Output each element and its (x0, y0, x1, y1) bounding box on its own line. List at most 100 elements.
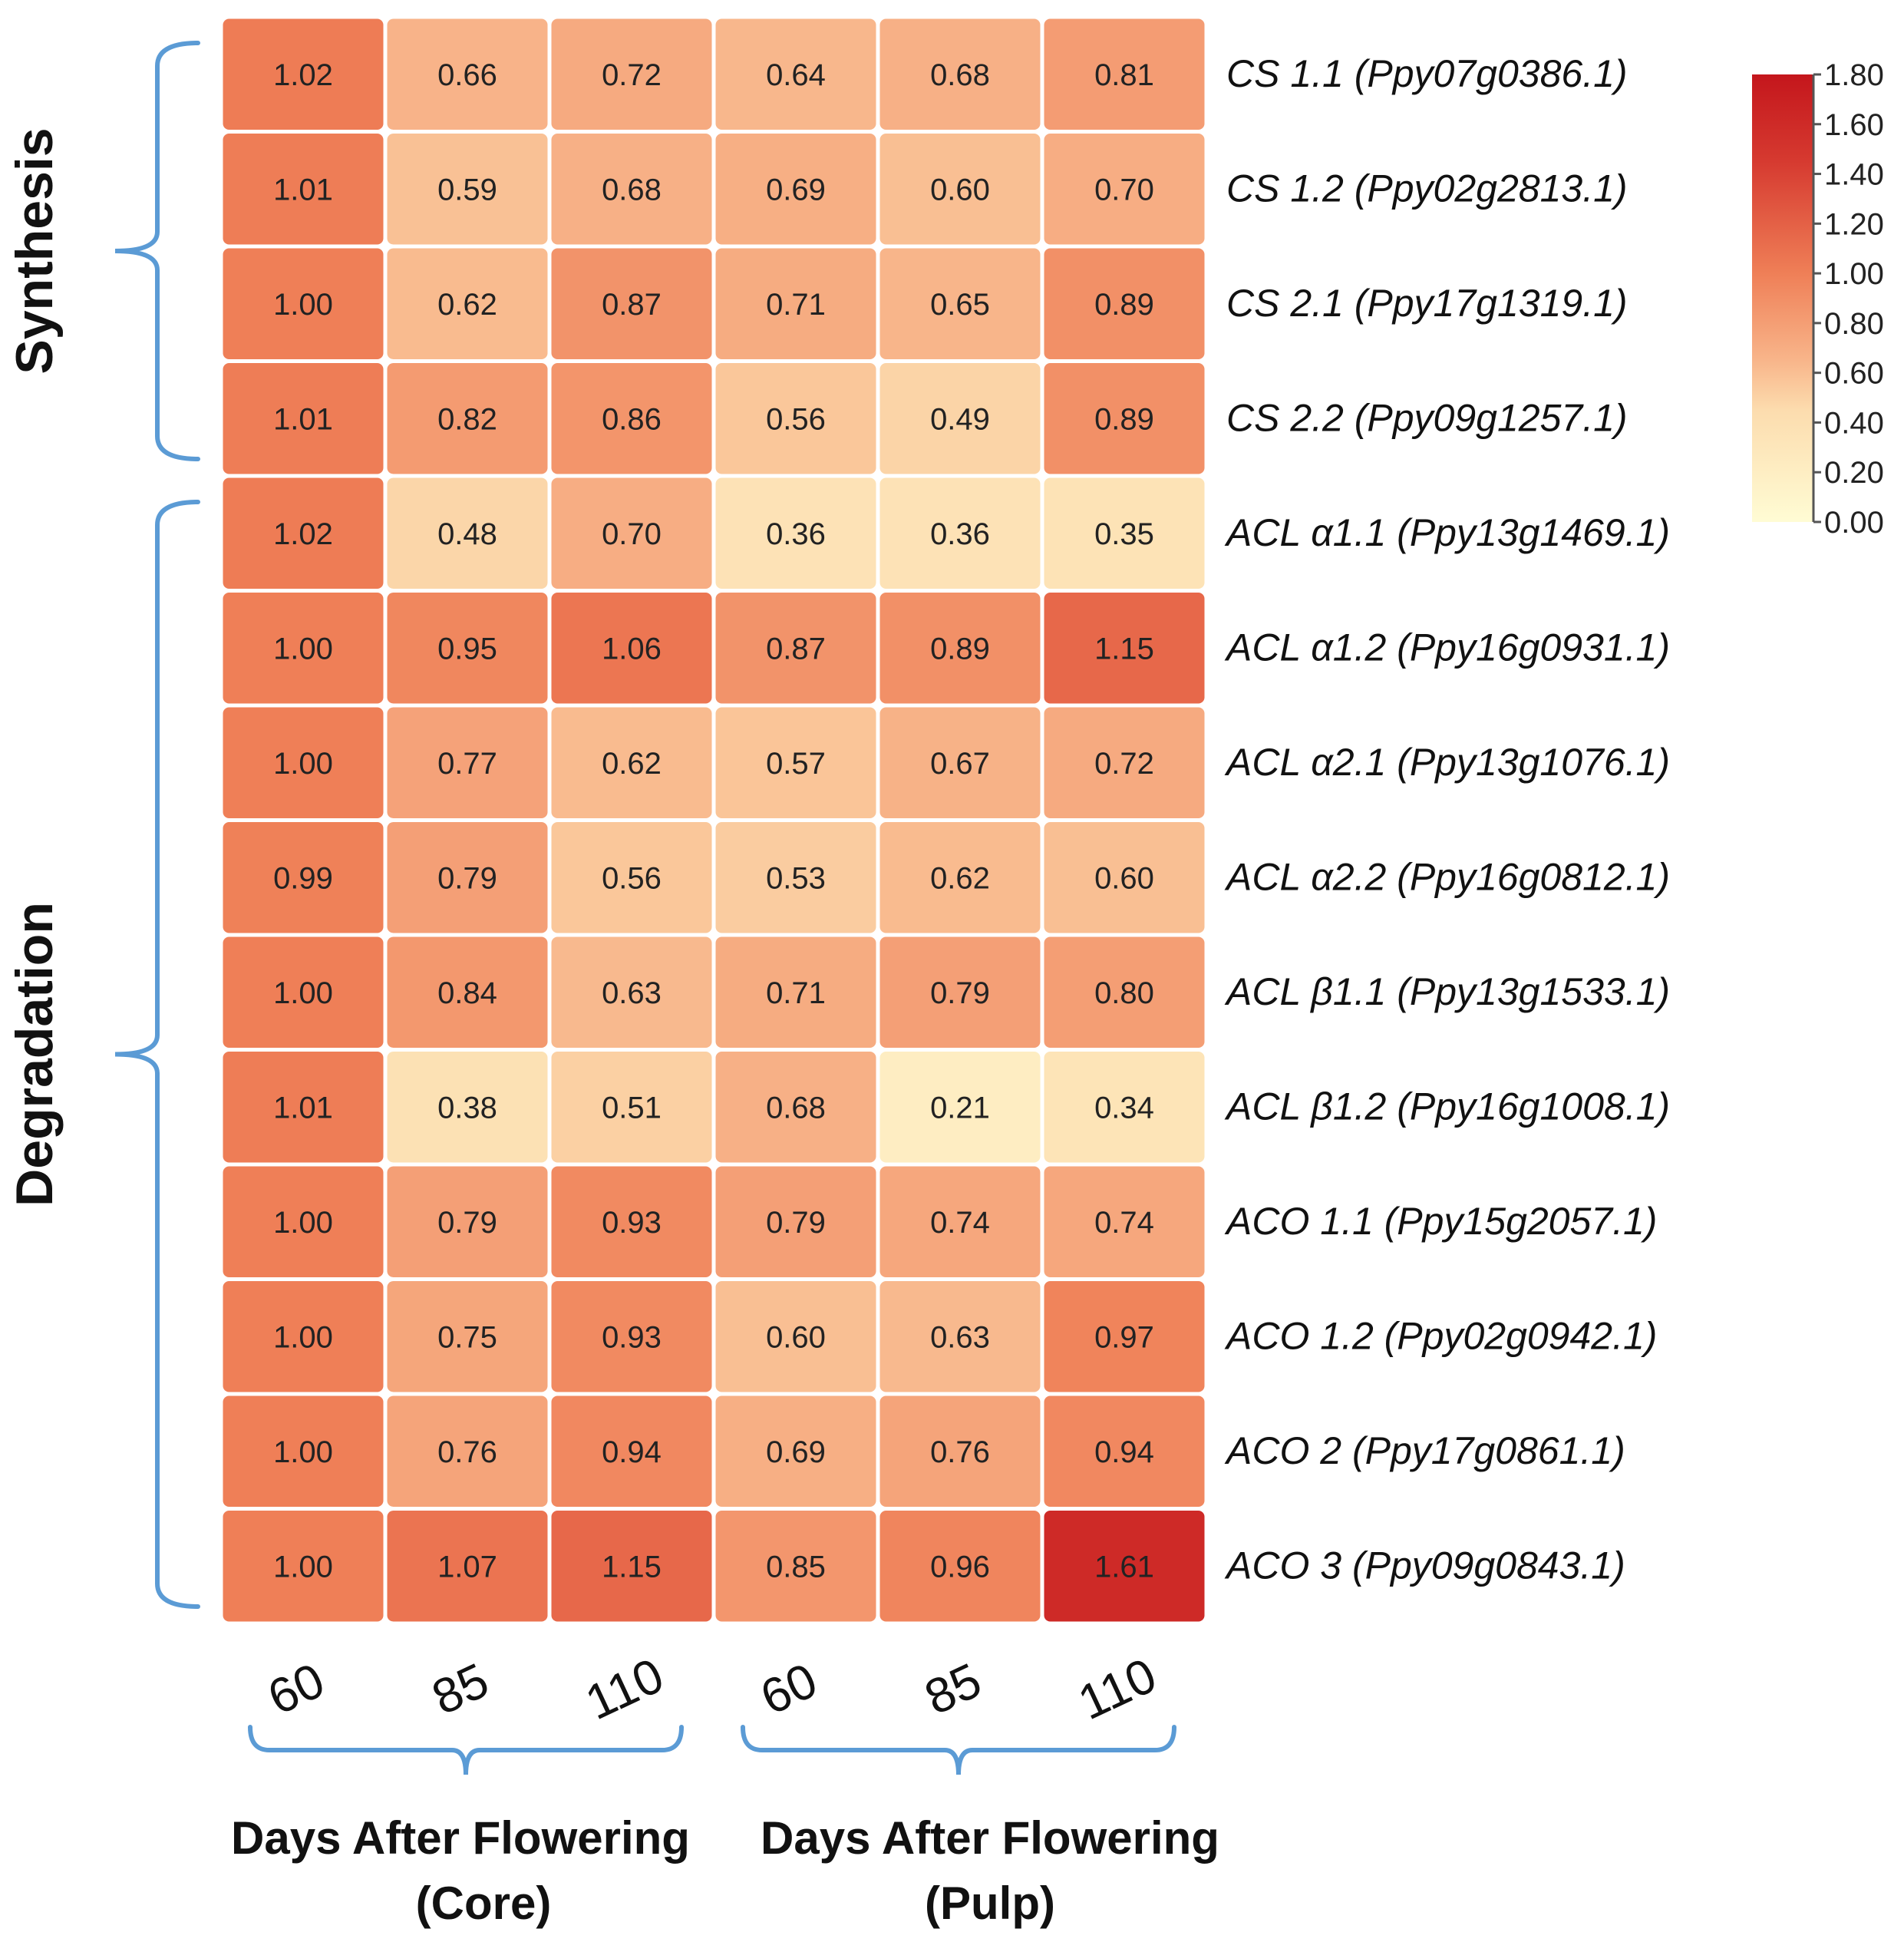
heatmap-cell (387, 477, 548, 589)
heatmap-cell (387, 1511, 548, 1622)
heatmap-cell (387, 134, 548, 245)
heatmap-cell (715, 18, 876, 130)
cell-value-label: 0.89 (930, 632, 990, 665)
cell-value-label: 0.66 (437, 58, 497, 92)
row-label: ACL β1.2 (Ppy16g1008.1) (1224, 1085, 1670, 1128)
heatmap-cell (1044, 134, 1205, 245)
cell-value-label: 0.63 (602, 976, 662, 1010)
cell-value-label: 0.63 (930, 1320, 990, 1354)
cell-value-label: 0.56 (766, 402, 826, 436)
column-group-label: Days After Flowering (761, 1812, 1219, 1864)
cell-value-label: 0.89 (1094, 402, 1154, 436)
heatmap-cell (223, 1052, 384, 1163)
cell-value-label: 0.21 (930, 1091, 990, 1125)
cell-value-label: 0.82 (437, 402, 497, 436)
row-label: ACO 1.2 (Ppy02g0942.1) (1224, 1314, 1657, 1357)
row-group-bracket (114, 500, 200, 1609)
row-label: CS 1.1 (Ppy07g0386.1) (1226, 52, 1628, 95)
cell-value-label: 0.80 (1094, 976, 1154, 1010)
cell-value-label: 0.68 (766, 1091, 826, 1125)
cell-value-label: 1.15 (1094, 632, 1154, 665)
heatmap-cell (551, 1395, 712, 1507)
column-tick-label: 85 (916, 1652, 989, 1725)
cell-value-label: 0.89 (1094, 288, 1154, 322)
cell-value-label: 0.64 (766, 58, 826, 92)
colorbar-tick-label: 1.80 (1824, 58, 1884, 92)
cell-value-label: 0.71 (766, 288, 826, 322)
heatmap-cell (1044, 936, 1205, 1048)
heatmap-cell (1044, 1166, 1205, 1277)
row-label: ACL β1.1 (Ppy13g1533.1) (1224, 970, 1670, 1013)
cell-value-label: 0.65 (930, 288, 990, 322)
cell-value-label: 1.00 (273, 976, 333, 1010)
cell-value-label: 0.99 (273, 861, 333, 895)
cell-value-label: 1.01 (273, 173, 333, 206)
cell-value-label: 0.74 (1094, 1206, 1154, 1240)
heatmap-cell (551, 248, 712, 359)
heatmap-cell (223, 822, 384, 933)
cell-value-label: 0.95 (437, 632, 497, 665)
cell-value-label: 0.69 (766, 173, 826, 206)
heatmap-cell (223, 477, 384, 589)
cell-value-label: 0.86 (602, 402, 662, 436)
cell-value-label: 0.48 (437, 517, 497, 551)
cell-value-label: 0.68 (930, 58, 990, 92)
heatmap-cell (1044, 18, 1205, 130)
colorbar-tick-label: 1.60 (1824, 108, 1884, 142)
heatmap-cell (551, 936, 712, 1048)
cell-value-label: 0.79 (437, 861, 497, 895)
cell-value-label: 0.70 (1094, 173, 1154, 206)
heatmap-cell (387, 1052, 548, 1163)
cell-value-label: 0.84 (437, 976, 497, 1010)
cell-value-label: 0.53 (766, 861, 826, 895)
row-label: CS 2.1 (Ppy17g1319.1) (1226, 282, 1628, 325)
cell-value-label: 0.60 (766, 1320, 826, 1354)
heatmap-cell (879, 1166, 1041, 1277)
heatmap-cell (879, 822, 1041, 933)
heatmap-cell (387, 363, 548, 474)
heatmap-cell (223, 1511, 384, 1622)
column-group-label: Days After Flowering (231, 1812, 690, 1864)
cell-value-label: 1.06 (602, 632, 662, 665)
heatmap-cell (223, 1166, 384, 1277)
heatmap-cell (715, 593, 876, 704)
cell-value-label: 1.00 (273, 288, 333, 322)
heatmap-cell (879, 707, 1041, 818)
heatmap-cell (1044, 1052, 1205, 1163)
heatmap-cell (223, 707, 384, 818)
row-label: ACO 1.1 (Ppy15g2057.1) (1224, 1200, 1657, 1243)
row-label: CS 2.2 (Ppy09g1257.1) (1226, 396, 1628, 439)
heatmap-cell (387, 1166, 548, 1277)
cell-value-label: 0.77 (437, 747, 497, 781)
heatmap-cell (1044, 707, 1205, 818)
heatmap-cell (879, 248, 1041, 359)
cell-value-label: 0.94 (602, 1435, 662, 1469)
heatmap-cell (223, 593, 384, 704)
heatmap-cell (223, 1281, 384, 1392)
heatmap-cell (387, 248, 548, 359)
heatmap-cell (387, 18, 548, 130)
heatmap-cell (551, 593, 712, 704)
cell-value-label: 1.15 (602, 1550, 662, 1584)
column-tick-label: 60 (752, 1652, 825, 1725)
colorbar-tick-label: 0.40 (1824, 406, 1884, 440)
cell-value-label: 0.38 (437, 1091, 497, 1125)
cell-value-label: 0.75 (437, 1320, 497, 1354)
cell-value-label: 0.71 (766, 976, 826, 1010)
row-label: ACO 2 (Ppy17g0861.1) (1224, 1429, 1625, 1472)
cell-value-label: 0.94 (1094, 1435, 1154, 1469)
heatmap-cell (1044, 822, 1205, 933)
column-group-sublabel: (Core) (416, 1878, 552, 1929)
heatmap-cell (223, 936, 384, 1048)
heatmap-cell (1044, 363, 1205, 474)
cell-value-label: 0.62 (437, 288, 497, 322)
row-group-label: Degradation (5, 902, 64, 1207)
heatmap-cell (879, 1511, 1041, 1622)
heatmap-cell (715, 1281, 876, 1392)
cell-value-label: 0.72 (1094, 747, 1154, 781)
heatmap-cell (223, 134, 384, 245)
heatmap-cell (551, 1166, 712, 1277)
row-group-bracket (114, 41, 200, 461)
